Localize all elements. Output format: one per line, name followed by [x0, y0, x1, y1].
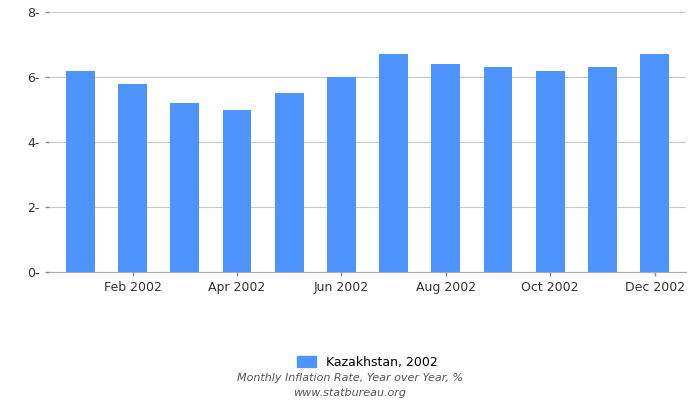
Bar	[379, 54, 408, 272]
Bar	[275, 93, 304, 272]
Bar	[118, 84, 147, 272]
Bar	[588, 67, 617, 272]
Bar	[66, 70, 94, 272]
Legend: Kazakhstan, 2002: Kazakhstan, 2002	[291, 350, 444, 375]
Bar	[431, 64, 460, 272]
Bar	[170, 103, 199, 272]
Text: www.statbureau.org: www.statbureau.org	[293, 388, 407, 398]
Bar	[536, 70, 565, 272]
Bar	[640, 54, 669, 272]
Bar	[223, 110, 251, 272]
Bar	[327, 77, 356, 272]
Bar	[484, 67, 512, 272]
Text: Monthly Inflation Rate, Year over Year, %: Monthly Inflation Rate, Year over Year, …	[237, 373, 463, 383]
